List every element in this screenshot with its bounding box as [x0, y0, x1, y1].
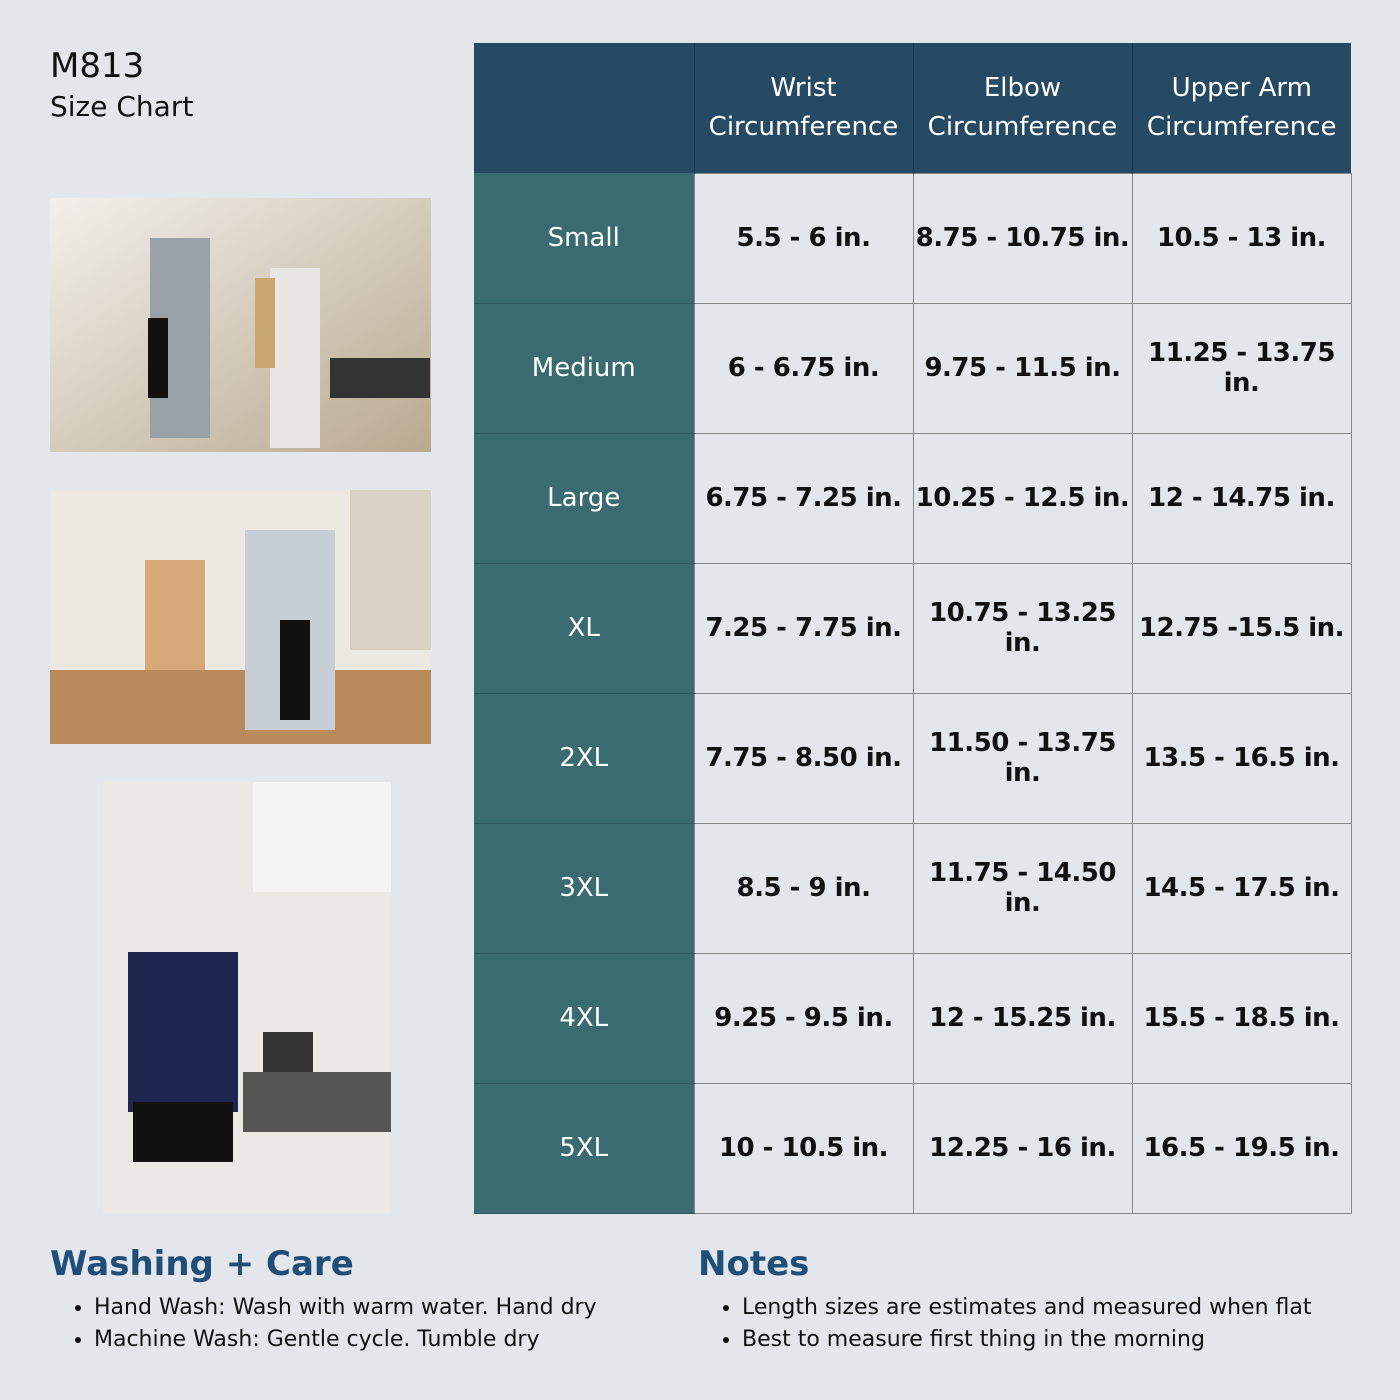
- subtitle: Size Chart: [50, 90, 194, 123]
- value-cell: 12 - 14.75 in.: [1131, 432, 1352, 564]
- photo: [103, 782, 391, 1213]
- list: Length sizes are estimates and measured …: [698, 1292, 1312, 1356]
- list-item: Best to measure first thing in the morni…: [742, 1324, 1312, 1356]
- size-cell: Small: [474, 173, 694, 304]
- size-cell: Medium: [474, 303, 694, 434]
- value-cell: 10 - 10.5 in.: [693, 1082, 914, 1214]
- value-cell: 12.25 - 16 in.: [912, 1082, 1133, 1214]
- section-title: Washing + Care: [50, 1244, 354, 1284]
- value-cell: 10.5 - 13 in.: [1131, 172, 1352, 304]
- row: XL 7.25 - 7.75 in. 10.75 - 13.25 in. 12.75 …: [474, 562, 1352, 694]
- size-cell: 2XL: [474, 693, 694, 824]
- value-cell: 16.5 - 19.5 in.: [1131, 1082, 1352, 1214]
- column-header: Wrist Circumference: [693, 43, 913, 173]
- title: M813: [50, 46, 145, 86]
- value-cell: 13.5 - 16.5 in.: [1131, 692, 1352, 824]
- row: Medium 6 - 6.75 in. 9.75 - 11.5 in. 11.25 -…: [474, 302, 1352, 434]
- section-title: Notes: [698, 1244, 810, 1284]
- header-cell: [474, 43, 694, 173]
- list-item: Machine Wash: Gentle cycle. Tumble dry: [94, 1324, 597, 1356]
- value-cell: 14.5 - 17.5 in.: [1131, 822, 1352, 954]
- photo: [50, 198, 431, 452]
- row: Small 5.5 - 6 in. 8.75 - 10.75 in. 10.5 - 1…: [474, 172, 1352, 304]
- row: 5XL 10 - 10.5 in. 12.25 - 16 in. 16.5 - 19.…: [474, 1082, 1352, 1214]
- value-cell: 8.5 - 9 in.: [693, 822, 914, 954]
- value-cell: 10.75 - 13.25 in.: [912, 562, 1133, 694]
- list: Hand Wash: Wash with warm water. Hand dr…: [50, 1292, 597, 1356]
- photo: [50, 490, 431, 744]
- notes-section: Notes Length sizes are estimates and mea…: [698, 1244, 1312, 1356]
- value-cell: 11.50 - 13.75 in.: [912, 692, 1133, 824]
- value-cell: 11.25 - 13.75 in.: [1131, 302, 1352, 434]
- size-table: Wrist Circumference Elbow Circumference Up…: [474, 43, 1352, 1214]
- size-cell: Large: [474, 433, 694, 564]
- value-cell: 5.5 - 6 in.: [693, 172, 914, 304]
- value-cell: 8.75 - 10.75 in.: [912, 172, 1133, 304]
- table-body: Small 5.5 - 6 in. 8.75 - 10.75 in. 10.5 - 1…: [474, 172, 1352, 1214]
- value-cell: 11.75 - 14.50 in.: [912, 822, 1133, 954]
- row: 2XL 7.75 - 8.50 in. 11.50 - 13.75 in. 13.5 …: [474, 692, 1352, 824]
- value-cell: 12 - 15.25 in.: [912, 952, 1133, 1084]
- value-cell: 15.5 - 18.5 in.: [1131, 952, 1352, 1084]
- value-cell: 7.25 - 7.75 in.: [693, 562, 914, 694]
- column-header: Elbow Circumference: [912, 43, 1132, 173]
- value-cell: 9.75 - 11.5 in.: [912, 302, 1133, 434]
- value-cell: 12.75 -15.5 in.: [1131, 562, 1352, 694]
- header-row: Wrist Circumference Elbow Circumference Up…: [474, 43, 1351, 173]
- column-header: Upper Arm Circumference: [1131, 43, 1351, 173]
- value-cell: 6 - 6.75 in.: [693, 302, 914, 434]
- row: 4XL 9.25 - 9.5 in. 12 - 15.25 in. 15.5 - 18…: [474, 952, 1352, 1084]
- row: Large 6.75 - 7.25 in. 10.25 - 12.5 in. 12 -…: [474, 432, 1352, 564]
- size-cell: XL: [474, 563, 694, 694]
- value-cell: 7.75 - 8.50 in.: [693, 692, 914, 824]
- list-item: Length sizes are estimates and measured …: [742, 1292, 1312, 1324]
- list-item: Hand Wash: Wash with warm water. Hand dr…: [94, 1292, 597, 1324]
- size-cell: 3XL: [474, 823, 694, 954]
- size-cell: 4XL: [474, 953, 694, 1084]
- size-cell: 5XL: [474, 1083, 694, 1214]
- washing-section: Washing + Care Hand Wash: Wash with warm…: [50, 1244, 597, 1356]
- value-cell: 6.75 - 7.25 in.: [693, 432, 914, 564]
- row: 3XL 8.5 - 9 in. 11.75 - 14.50 in. 14.5 - 17…: [474, 822, 1352, 954]
- value-cell: 9.25 - 9.5 in.: [693, 952, 914, 1084]
- value-cell: 10.25 - 12.5 in.: [912, 432, 1133, 564]
